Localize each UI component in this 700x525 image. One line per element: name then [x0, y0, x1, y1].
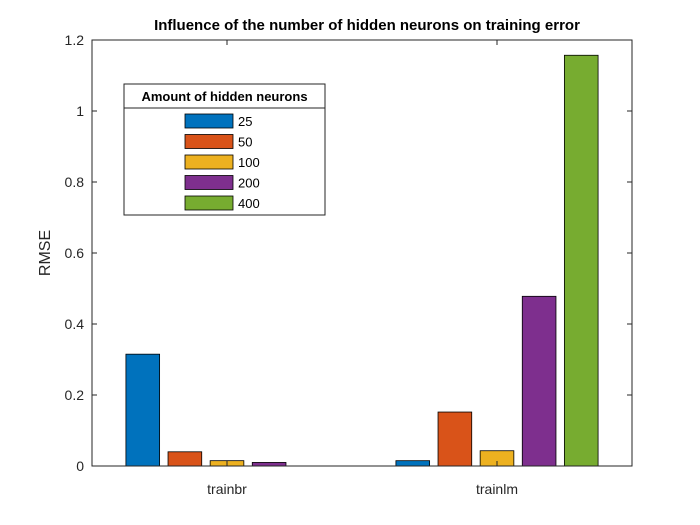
x-tick-label-trainbr: trainbr [207, 481, 247, 497]
bar-trainlm-200 [521, 295, 557, 467]
legend-label-200: 200 [238, 176, 260, 191]
legend-swatch-200 [184, 175, 234, 190]
bar-trainbr-50 [167, 451, 203, 467]
legend-swatch-400 [184, 195, 234, 211]
legend-label-25: 25 [238, 114, 252, 129]
legend-swatch-25 [184, 113, 234, 129]
y-tick-label: 0.2 [65, 387, 85, 403]
y-tick-label: 1.2 [65, 32, 85, 48]
plot-area: 0 0.2 0.4 0.6 0.8 1 1.2 trainbr trainlm [65, 32, 633, 497]
y-tick-label: 0.8 [65, 174, 85, 190]
legend: Amount of hidden neurons 25 50 100 200 400 [123, 83, 326, 216]
legend-label-400: 400 [238, 196, 260, 211]
bar-trainlm-400 [563, 54, 599, 467]
legend-title: Amount of hidden neurons [141, 89, 307, 104]
legend-swatch-100 [184, 154, 234, 170]
bar-trainlm-25 [395, 460, 431, 467]
bar-trainbr-200 [251, 462, 287, 467]
bar-trainbr-25 [125, 353, 161, 467]
y-tick-label: 1 [76, 103, 84, 119]
legend-box [123, 83, 326, 216]
y-tick-label: 0 [76, 458, 84, 474]
x-tick-label-trainlm: trainlm [476, 481, 518, 497]
y-tick-label: 0.4 [65, 316, 85, 332]
y-axis-label: RMSE [37, 230, 54, 276]
legend-label-50: 50 [238, 135, 252, 150]
y-tick-label: 0.6 [65, 245, 85, 261]
legend-label-100: 100 [238, 155, 260, 170]
chart-title: Influence of the number of hidden neuron… [154, 17, 580, 34]
bar-trainlm-50 [437, 411, 473, 467]
legend-swatch-50 [184, 134, 234, 149]
